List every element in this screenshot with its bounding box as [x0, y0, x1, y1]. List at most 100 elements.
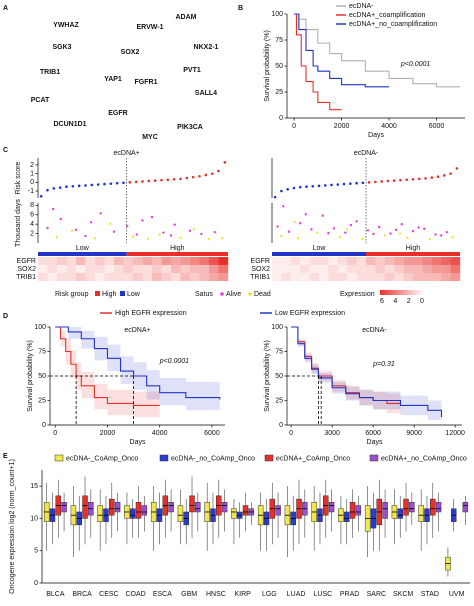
panel-title: ecDNA-: [354, 150, 379, 157]
x-tick-label: 3000: [324, 430, 340, 437]
status-point: [417, 226, 420, 229]
status-point: [400, 222, 403, 226]
group-bar: [38, 252, 127, 256]
y-tick-label: 50: [275, 63, 283, 70]
x-tick-label: LUSC: [314, 591, 333, 598]
heat-cell: [347, 273, 357, 281]
status-point: [383, 234, 386, 237]
heat-cell: [57, 273, 67, 281]
y-tick-label: 100: [271, 324, 283, 331]
heat-cell: [375, 273, 385, 281]
heat-cell: [38, 265, 48, 273]
heat-cell: [375, 265, 385, 273]
legend-label: Alive: [226, 291, 241, 298]
risk-point: [411, 178, 415, 181]
risk-point: [374, 180, 377, 184]
panel-label: B: [238, 5, 243, 12]
legend-swatch: [95, 291, 100, 296]
legend-label: ecDNA+_no_CoAmp_Onco: [381, 455, 467, 462]
word: TRIB1: [40, 69, 60, 76]
risk-point: [311, 184, 315, 188]
heat-cell: [199, 265, 210, 273]
heat-cell: [133, 273, 143, 281]
heat-cell: [123, 257, 134, 265]
status-point: [304, 213, 308, 216]
heat-cell: [142, 257, 153, 265]
risk-point: [330, 183, 333, 187]
word: NKX2-1: [194, 44, 219, 51]
y-tick-label: 75: [275, 37, 283, 44]
y-tick-label: 100: [271, 11, 283, 18]
status-point: [158, 233, 161, 236]
box: [114, 502, 121, 513]
heat-cell: [272, 257, 282, 265]
heat-cell: [76, 257, 86, 265]
risk-point: [128, 181, 132, 184]
status-point: [293, 220, 296, 224]
status-point: [451, 236, 454, 239]
heat-cell: [309, 273, 320, 281]
heat-cell: [180, 273, 191, 281]
heat-cell: [47, 257, 58, 265]
heat-cell: [38, 273, 48, 281]
status-point: [349, 223, 353, 227]
legend-label: ecDNA-_CoAmp_Onco: [66, 455, 138, 462]
heat-cell: [328, 273, 338, 281]
y-tick-label: 0: [279, 115, 283, 122]
status-point: [344, 231, 347, 234]
x-tick-label: PRAD: [340, 591, 359, 598]
heat-cell: [319, 257, 329, 265]
heat-cell: [209, 265, 219, 273]
heat-cell: [441, 265, 451, 273]
heat-cell: [375, 257, 385, 265]
status-point: [423, 227, 426, 231]
group-bar: [272, 252, 366, 256]
legend-label: ecDNA-_no_CoAmp_Onco: [171, 455, 255, 462]
gene-label: SOX2: [251, 266, 270, 273]
y-tick-label: 0: [42, 422, 46, 429]
confidence-band: [291, 327, 442, 424]
status-point: [377, 225, 381, 229]
box: [382, 502, 388, 519]
x-tick-label: CESC: [99, 591, 118, 598]
heat-cell: [104, 265, 115, 273]
heat-cell: [142, 273, 153, 281]
status-point: [126, 224, 129, 228]
expression-scale: [380, 290, 424, 295]
panel-label: C: [3, 147, 8, 154]
heat-cell: [441, 273, 451, 281]
status-point: [321, 214, 324, 217]
legend-title: Risk group: [55, 291, 89, 298]
heat-cell: [114, 265, 124, 273]
risk-point: [417, 177, 421, 181]
legend-swatch: [120, 291, 125, 296]
heat-cell: [347, 265, 357, 273]
gene-label: TRIB1: [250, 274, 270, 281]
heat-cell: [300, 257, 310, 265]
y-tick-label: 75: [275, 348, 283, 355]
status-point: [135, 233, 138, 236]
y-tick-label: 10: [30, 515, 38, 522]
status-point: [297, 237, 300, 240]
gene-label: EGFR: [17, 258, 36, 265]
y-tick-label: 8: [30, 202, 34, 209]
legend-swatch: [369, 454, 379, 462]
scale-tick-label: 2: [407, 298, 411, 305]
status-point: [71, 229, 74, 232]
status-point: [398, 232, 402, 235]
status-point: [276, 225, 279, 228]
x-tick-label: HNSC: [206, 591, 226, 598]
y-tick-label: 15: [30, 483, 38, 490]
risk-point: [223, 161, 227, 164]
word: DCUN1D1: [53, 121, 86, 128]
box: [242, 505, 249, 516]
legend-label: Low EGFR expression: [275, 310, 345, 317]
group-label: Low: [76, 245, 90, 252]
y-tick-label: 0: [34, 580, 38, 587]
group-label: High: [170, 245, 185, 252]
box: [403, 498, 409, 516]
heat-cell: [199, 257, 210, 265]
x-tick-label: 0: [289, 430, 293, 437]
box: [135, 502, 142, 519]
status-point: [366, 229, 370, 232]
